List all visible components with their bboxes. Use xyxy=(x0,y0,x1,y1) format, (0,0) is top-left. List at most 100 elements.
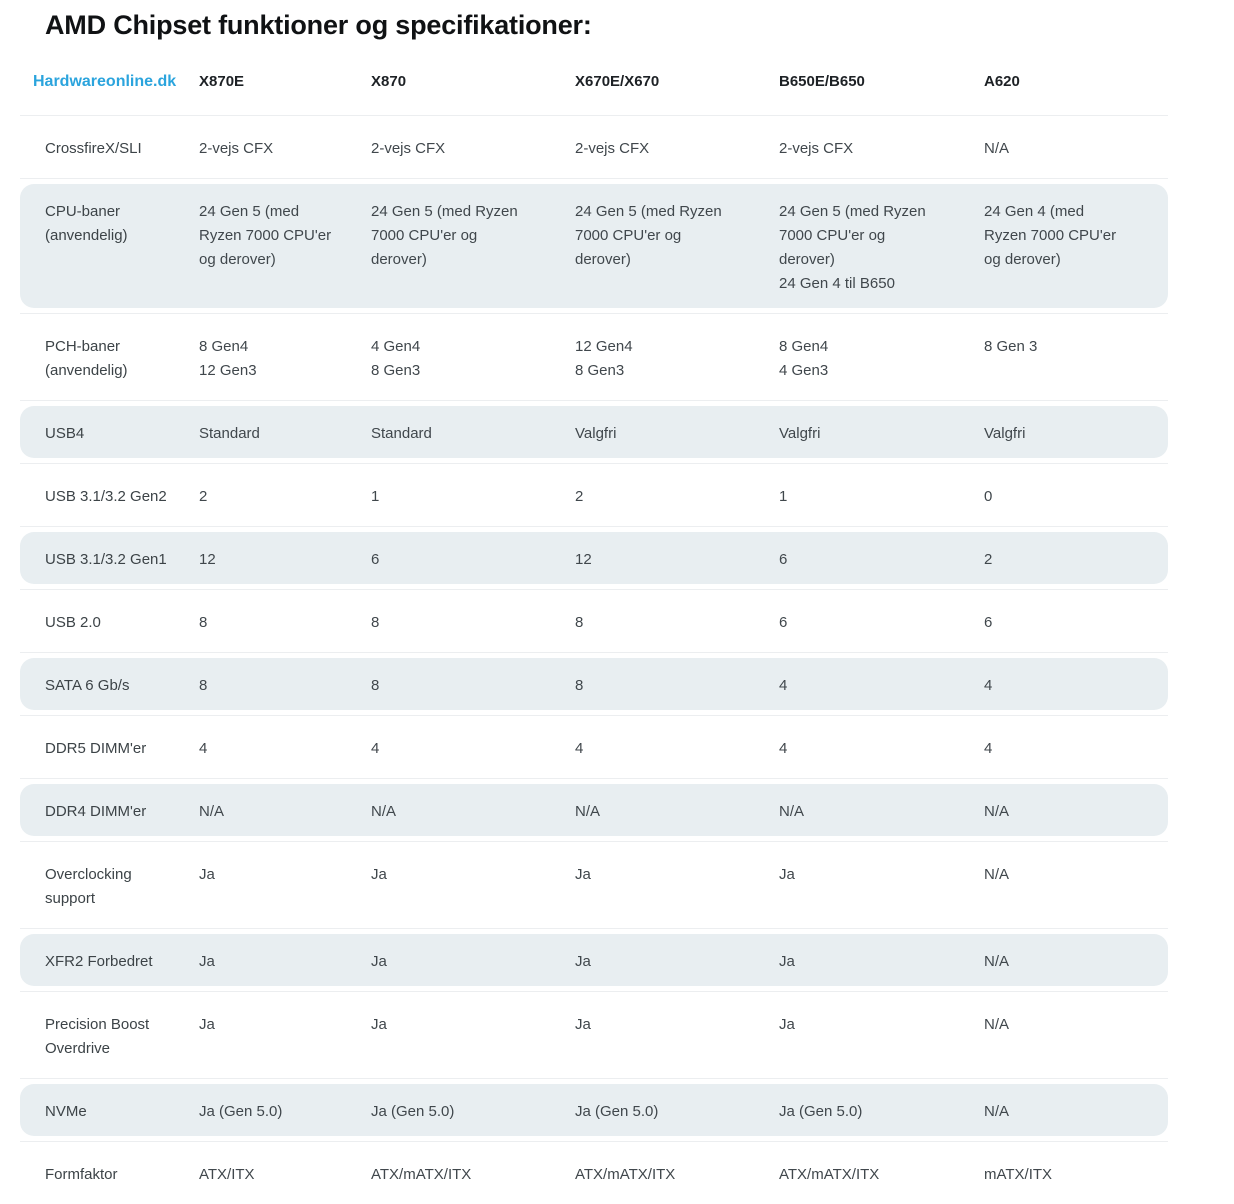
table-row: Overclocking support Ja Ja Ja Ja N/A xyxy=(20,841,1168,928)
column-header-b650e-b650: B650E/B650 xyxy=(779,73,865,90)
row-value: 4 xyxy=(575,740,584,757)
row-label: USB4 xyxy=(45,425,85,442)
table-row: Formfaktor ATX/ITX ATX/mATX/ITX ATX/mATX/IT… xyxy=(20,1141,1168,1204)
row-value: ATX/mATX/ITX xyxy=(779,1166,880,1183)
row-value: 2-vejs CFX xyxy=(575,140,650,157)
table-row: USB 3.1/3.2 Gen2 2 1 2 1 0 xyxy=(20,463,1168,526)
row-value: 6 xyxy=(984,614,993,631)
row-value: Ja xyxy=(371,1016,387,1033)
row-value: 8 xyxy=(371,614,380,631)
brand-cell: Hardwareonline.dk xyxy=(33,73,199,91)
row-value: 1 xyxy=(371,488,380,505)
row-value: 8 xyxy=(371,677,380,694)
row-value: Valgfri xyxy=(575,425,617,442)
row-value: 8 xyxy=(199,614,208,631)
row-value: Standard xyxy=(199,425,260,442)
row-value: Ja xyxy=(779,1016,795,1033)
table-row: DDR4 DIMM'er N/A N/A N/A N/A N/A xyxy=(20,778,1168,841)
table-row: SATA 6 Gb/s 8 8 8 4 4 xyxy=(20,652,1168,715)
row-value: 2 xyxy=(575,488,584,505)
row-label: Overclocking support xyxy=(45,866,132,907)
row-value: N/A xyxy=(779,803,805,820)
row-label: USB 2.0 xyxy=(45,614,101,631)
row-value: Ja xyxy=(371,953,387,970)
row-value: Ja xyxy=(779,953,795,970)
row-value: 24 Gen 5 (med Ryzen 7000 CPU'er og derov… xyxy=(371,203,518,268)
row-label: XFR2 Forbedret xyxy=(45,953,153,970)
row-value: 4 xyxy=(984,740,993,757)
row-value: 6 xyxy=(371,551,380,568)
row-value: Ja xyxy=(199,953,215,970)
row-value: 0 xyxy=(984,488,993,505)
row-value: ATX/mATX/ITX xyxy=(371,1166,472,1183)
table-row: USB 2.0 8 8 8 6 6 xyxy=(20,589,1168,652)
row-value: N/A xyxy=(984,140,1010,157)
row-value: Valgfri xyxy=(779,425,821,442)
row-value: ATX/ITX xyxy=(199,1166,255,1183)
row-value: 2-vejs CFX xyxy=(371,140,446,157)
row-value: N/A xyxy=(984,803,1010,820)
row-value: Ja (Gen 5.0) xyxy=(371,1103,455,1120)
row-value: 4 xyxy=(779,740,788,757)
row-value: Valgfri xyxy=(984,425,1026,442)
row-value: ATX/mATX/ITX xyxy=(575,1166,676,1183)
row-label: CPU-baner (anvendelig) xyxy=(45,203,128,244)
row-label: PCH-baner (anvendelig) xyxy=(45,338,128,379)
row-value: Ja xyxy=(779,866,795,883)
row-value: 24 Gen 4 (med Ryzen 7000 CPU'er og derov… xyxy=(984,203,1117,268)
row-value: Standard xyxy=(371,425,432,442)
row-value: 6 xyxy=(779,614,788,631)
page-title: AMD Chipset funktioner og specifikatione… xyxy=(45,10,592,40)
row-value: Ja (Gen 5.0) xyxy=(199,1103,283,1120)
column-header-a620: A620 xyxy=(984,73,1020,90)
row-value: 12 xyxy=(199,551,216,568)
row-value: 2-vejs CFX xyxy=(779,140,854,157)
row-label: NVMe xyxy=(45,1103,87,1120)
row-value: N/A xyxy=(984,866,1010,883)
table-row: PCH-baner (anvendelig) 8 Gen4 12 Gen3 4 Ge… xyxy=(20,313,1168,400)
table-row: USB 3.1/3.2 Gen1 12 6 12 6 2 xyxy=(20,526,1168,589)
row-value: Ja xyxy=(575,953,591,970)
row-value: 6 xyxy=(779,551,788,568)
row-value: N/A xyxy=(984,1016,1010,1033)
row-label: Formfaktor xyxy=(45,1166,118,1183)
row-label: SATA 6 Gb/s xyxy=(45,677,130,694)
row-value: 8 xyxy=(575,677,584,694)
table-row: CPU-baner (anvendelig) 24 Gen 5 (med Ryze… xyxy=(20,178,1168,313)
row-value: Ja (Gen 5.0) xyxy=(575,1103,659,1120)
row-value: Ja xyxy=(575,866,591,883)
row-value: 2 xyxy=(199,488,208,505)
row-value: 24 Gen 5 (med Ryzen 7000 CPU'er og derov… xyxy=(199,203,332,268)
brand-link[interactable]: Hardwareonline.dk xyxy=(33,73,177,90)
row-value: 8 Gen4 4 Gen3 xyxy=(779,338,829,379)
row-value: 8 xyxy=(199,677,208,694)
row-value: Ja xyxy=(575,1016,591,1033)
column-header-x670e-x670: X670E/X670 xyxy=(575,73,660,90)
row-label: DDR5 DIMM'er xyxy=(45,740,147,757)
row-value: 8 Gen 3 xyxy=(984,338,1038,355)
table-body: CrossfireX/SLI 2-vejs CFX 2-vejs CFX 2-vejs… xyxy=(20,115,1168,1204)
row-value: N/A xyxy=(199,803,225,820)
row-label: CrossfireX/SLI xyxy=(45,140,142,157)
row-value: 24 Gen 5 (med Ryzen 7000 CPU'er og derov… xyxy=(779,203,926,292)
table-row: NVMe Ja (Gen 5.0) Ja (Gen 5.0) Ja (Gen 5.0)… xyxy=(20,1078,1168,1141)
row-value: 12 xyxy=(575,551,592,568)
row-value: N/A xyxy=(984,1103,1010,1120)
row-value: 2-vejs CFX xyxy=(199,140,274,157)
column-header-x870: X870 xyxy=(371,73,407,90)
row-value: 8 Gen4 12 Gen3 xyxy=(199,338,257,379)
row-value: mATX/ITX xyxy=(984,1166,1053,1183)
row-value: 4 xyxy=(199,740,208,757)
row-value: Ja xyxy=(199,866,215,883)
row-value: 1 xyxy=(779,488,788,505)
row-label: Precision Boost Overdrive xyxy=(45,1016,150,1057)
table-row: XFR2 Forbedret Ja Ja Ja Ja N/A xyxy=(20,928,1168,991)
row-value: 4 Gen4 8 Gen3 xyxy=(371,338,421,379)
row-value: 4 xyxy=(779,677,788,694)
row-value: Ja xyxy=(371,866,387,883)
row-label: USB 3.1/3.2 Gen2 xyxy=(45,488,167,505)
row-value: 2 xyxy=(984,551,993,568)
row-value: Ja (Gen 5.0) xyxy=(779,1103,863,1120)
table-row: DDR5 DIMM'er 4 4 4 4 4 xyxy=(20,715,1168,778)
